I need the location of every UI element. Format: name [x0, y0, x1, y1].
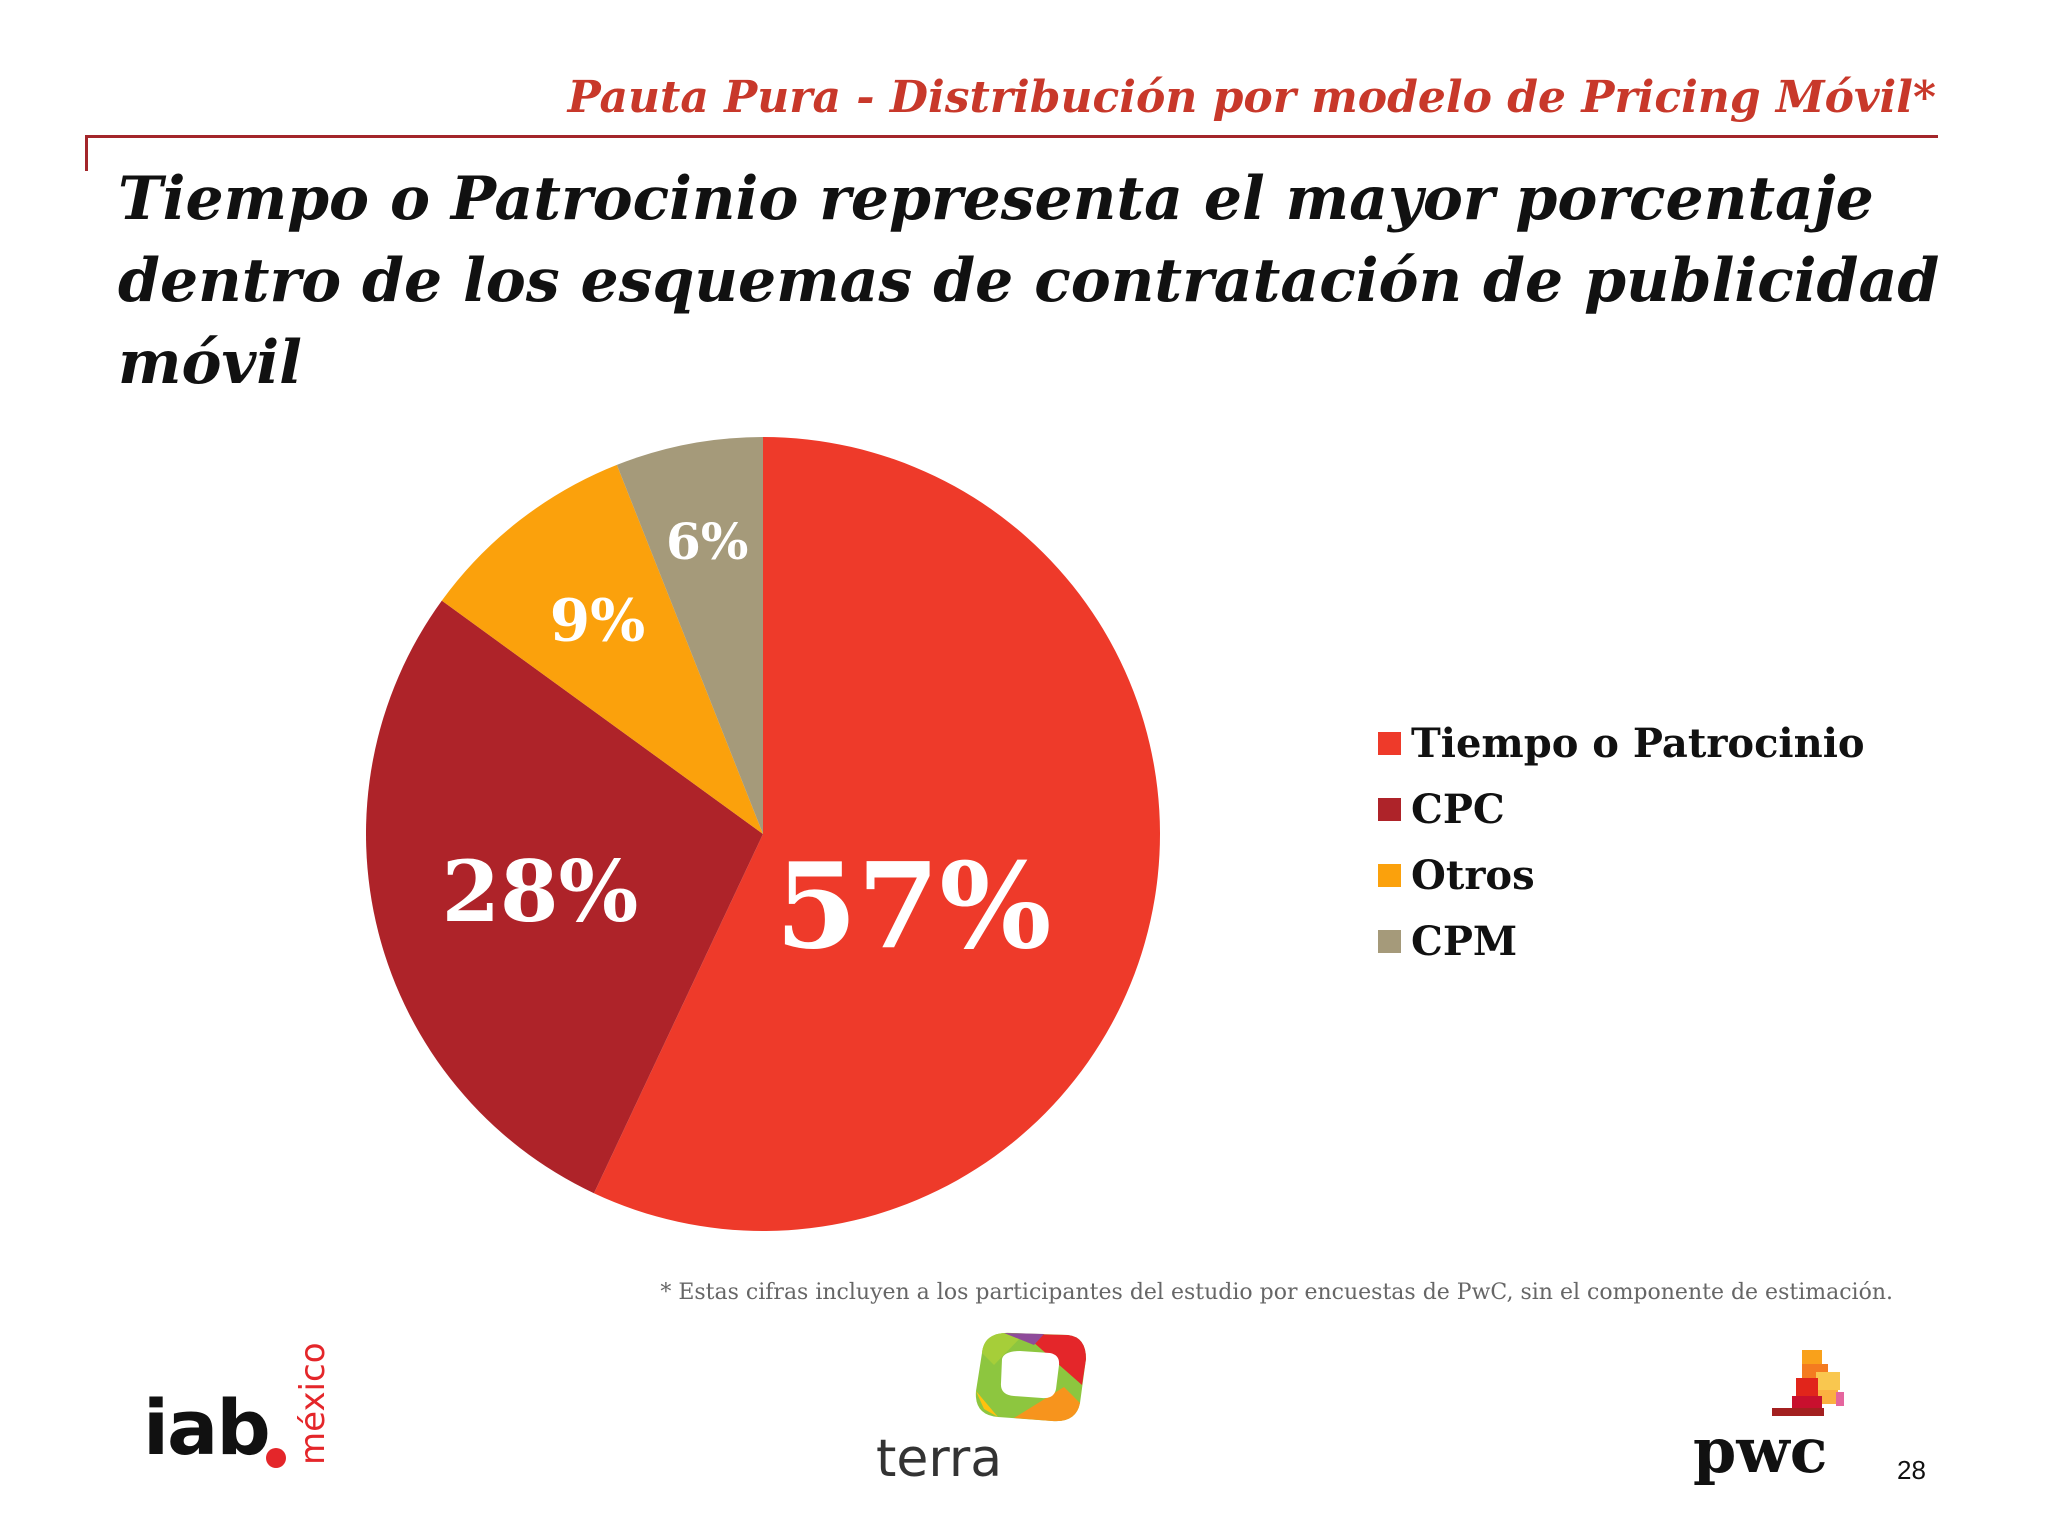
pie-slice-cpm — [616, 437, 763, 834]
pie-slice-tiempo-o-patrocinio — [593, 437, 1160, 1231]
slide-headline: Tiempo o Patrocinio representa el mayor … — [118, 164, 1940, 398]
legend-item-tiempo-o-patrocinio: Tiempo o Patrocinio — [1378, 710, 1865, 776]
legend-swatch-cpc — [1378, 797, 1401, 821]
legend-item-cpc: CPC — [1378, 776, 1865, 842]
pie-slice-otros — [441, 464, 763, 834]
iab-logo-subtext: méxico — [293, 1342, 333, 1465]
legend-label-cpm: CPM — [1411, 917, 1518, 965]
pie-label-cpm: 6% — [666, 512, 748, 571]
legend-swatch-otros — [1378, 863, 1401, 887]
legend-label-cpc: CPC — [1411, 785, 1505, 833]
page-number: 28 — [1897, 1455, 1926, 1485]
legend-swatch-tiempo-o-patrocinio — [1378, 731, 1401, 755]
iab-mexico-logo: iab méxico — [143, 1342, 333, 1485]
header-divider-tick — [85, 135, 88, 171]
legend-label-tiempo-o-patrocinio: Tiempo o Patrocinio — [1411, 719, 1865, 767]
legend-item-cpm: CPM — [1378, 908, 1865, 974]
footnote: * Estas cifras incluyen a los participan… — [660, 1280, 1893, 1305]
chart-legend: Tiempo o Patrocinio CPC Otros CPM — [1378, 710, 1865, 974]
pwc-logo-mark — [1772, 1350, 1844, 1416]
iab-logo-dot — [266, 1448, 286, 1468]
pie-slice-cpc — [366, 600, 763, 1194]
header-divider — [85, 135, 1938, 138]
terra-logo-text: terra — [876, 1429, 1003, 1489]
pie-label-otros: 9% — [550, 587, 645, 655]
legend-item-otros: Otros — [1378, 842, 1865, 908]
legend-swatch-cpm — [1378, 929, 1401, 953]
legend-label-otros: Otros — [1411, 851, 1535, 899]
pwc-logo-text: pwc — [1693, 1414, 1828, 1487]
terra-logo-mark — [975, 1332, 1086, 1422]
iab-logo-text: iab — [143, 1383, 271, 1472]
pie-label-tiempo-o-patrocinio: 57% — [775, 837, 1051, 976]
pie-label-cpc: 28% — [442, 842, 639, 941]
pwc-logo: pwc — [1690, 1350, 1890, 1490]
section-title: Pauta Pura - Distribución por modelo de … — [567, 72, 1936, 123]
terra-logo: terra — [870, 1325, 1100, 1495]
